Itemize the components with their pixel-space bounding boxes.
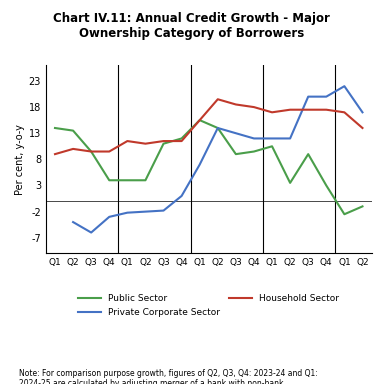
Text: Chart IV.11: Annual Credit Growth - Major
Ownership Category of Borrowers: Chart IV.11: Annual Credit Growth - Majo… [53, 12, 330, 40]
Legend: Public Sector, Private Corporate Sector, Household Sector: Public Sector, Private Corporate Sector,… [75, 291, 343, 320]
Text: Note: For comparison purpose growth, figures of Q2, Q3, Q4: 2023-24 and Q1:
2024: Note: For comparison purpose growth, fig… [19, 369, 318, 384]
Y-axis label: Per cent, y-o-y: Per cent, y-o-y [15, 124, 25, 195]
